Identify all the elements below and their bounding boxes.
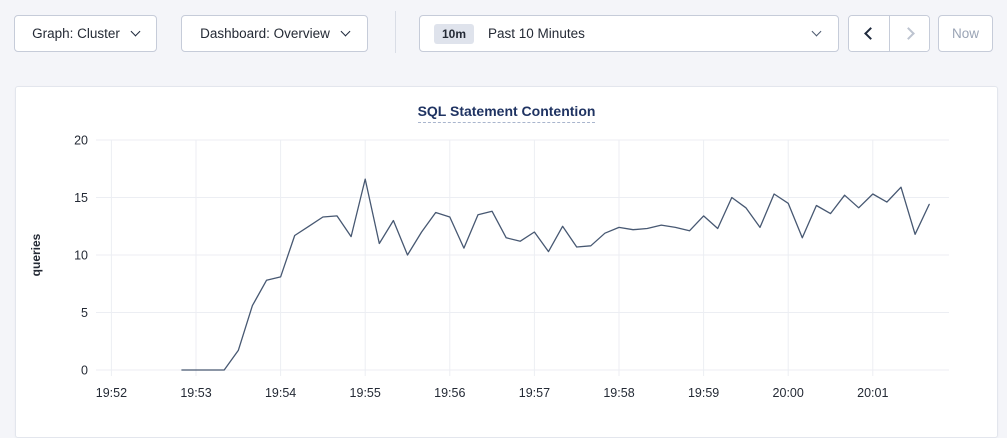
toolbar: Graph: Cluster Dashboard: Overview 10m P… xyxy=(0,0,1007,70)
queries-line-series xyxy=(181,178,930,371)
chevron-right-icon xyxy=(901,27,915,40)
graph-dropdown[interactable]: Graph: Cluster xyxy=(14,15,157,52)
chevron-down-icon xyxy=(130,26,141,37)
x-tick-label: 20:01 xyxy=(857,386,888,400)
toolbar-divider xyxy=(395,11,396,53)
y-tick-label: 15 xyxy=(74,191,88,205)
chart-card: SQL Statement Contention 0 5 10 15 20 19:52 19… xyxy=(15,86,998,438)
dashboard-dropdown[interactable]: Dashboard: Overview xyxy=(181,15,368,52)
dashboard-dropdown-label: Dashboard: Overview xyxy=(200,26,330,41)
chevron-down-icon xyxy=(811,26,822,37)
x-tick-label: 19:56 xyxy=(434,386,465,400)
chart-title[interactable]: SQL Statement Contention xyxy=(417,103,596,123)
chevron-down-icon xyxy=(340,26,351,37)
y-tick-label: 0 xyxy=(81,364,88,378)
x-tick-label: 19:58 xyxy=(603,386,634,400)
time-range-label: Past 10 Minutes xyxy=(488,26,585,41)
y-tick-label: 5 xyxy=(81,306,88,320)
time-range-badge: 10m xyxy=(434,23,475,44)
y-axis-label: queries xyxy=(29,233,43,276)
time-range-picker[interactable]: 10m Past 10 Minutes xyxy=(419,15,839,52)
x-tick-label: 20:00 xyxy=(773,386,804,400)
prev-range-button[interactable] xyxy=(849,16,889,51)
contention-chart[interactable]: 0 5 10 15 20 19:52 19:53 19:54 19:55 19:56 19:57 19… xyxy=(16,123,999,429)
x-tick-label: 19:57 xyxy=(519,386,550,400)
next-range-button[interactable] xyxy=(889,16,929,51)
x-tick-label: 19:59 xyxy=(688,386,719,400)
time-range-pager xyxy=(848,15,930,52)
x-tick-label: 19:52 xyxy=(96,386,127,400)
chevron-left-icon xyxy=(864,27,877,40)
graph-dropdown-label: Graph: Cluster xyxy=(32,26,120,41)
x-tick-label: 19:55 xyxy=(350,386,381,400)
y-tick-label: 10 xyxy=(74,249,88,263)
now-button[interactable]: Now xyxy=(938,15,993,52)
x-tick-label: 19:54 xyxy=(265,386,296,400)
y-tick-label: 20 xyxy=(74,134,88,148)
chart-title-row: SQL Statement Contention xyxy=(16,87,997,123)
x-tick-label: 19:53 xyxy=(180,386,211,400)
